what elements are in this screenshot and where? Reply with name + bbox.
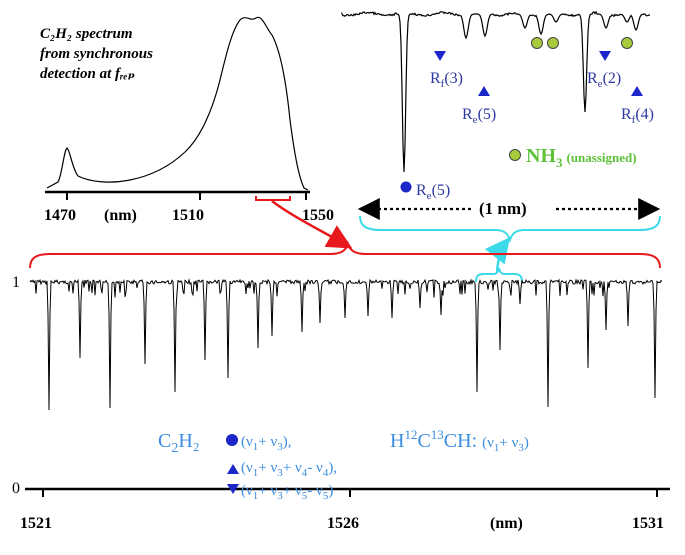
main-tick-label-1521: 1521: [20, 515, 52, 532]
main-tick-label-1531: 1531: [632, 515, 664, 532]
label-re5: Re(5): [462, 106, 496, 126]
inset-tick-label-1470: 1470: [44, 207, 76, 224]
marker-rf4: [631, 86, 643, 96]
inset-red-bracket: [255, 196, 291, 201]
inset-tick-label-1510: 1510: [172, 207, 204, 224]
label-rf3: Rf(3): [430, 70, 463, 90]
marker-re5: [478, 86, 490, 96]
label-re2: Re(2): [587, 70, 621, 90]
svg-text:C₂H₂ spectrum from synch: C₂H₂ spectrum from synchronous detection…: [40, 26, 157, 82]
cyan-brace-top: [359, 215, 661, 244]
zoom-spectrum-curve: [341, 10, 651, 173]
legend-circle-icon: [226, 434, 238, 446]
legend-triangle-up-icon: [227, 464, 239, 474]
inset-title-line2: from synchronous: [40, 46, 153, 62]
marker-nh3-2: [547, 37, 559, 49]
red-brace-main: [29, 240, 661, 269]
legend-triangle-down-icon: [227, 484, 239, 494]
marker-re2: [599, 51, 611, 61]
legend-isotopologue: H12C13CH: (ν1+ ν3): [390, 427, 529, 454]
y-tick-label-1: 1: [12, 274, 20, 291]
zoom-spectrum: Rf(3) Re(5) Re(2) Rf(4) Re(5) NH3 (unassi…: [341, 10, 661, 244]
legend-band-3: (ν1+ ν3+ ν5- ν5): [241, 483, 333, 502]
inset-unit-label: (nm): [104, 207, 137, 224]
nh3-label: NH3 (unassigned): [526, 145, 637, 170]
inset-title-line3: detection at fᵣₑₚ: [40, 66, 135, 82]
marker-re5-circle: [400, 181, 412, 193]
main-unit-label: (nm): [490, 515, 523, 532]
label-re5-circle: Re(5): [416, 182, 450, 202]
inset-title-line1: C₂H₂ spectrum: [40, 26, 133, 42]
marker-nh3-1: [531, 37, 543, 49]
legend-c2h2: C2H₂: [158, 430, 200, 456]
marker-nh3-3: [621, 37, 633, 49]
inset-spectrum: C₂H₂ spectrum from synchronous detection…: [40, 16, 334, 224]
y-tick-label-0: 0: [12, 480, 20, 497]
marker-rf3: [434, 51, 446, 61]
main-tick-label-1526: 1526: [327, 515, 359, 532]
band-legend: C2H₂ (ν1+ ν3), (ν1+ ν3+ ν4- ν4), (ν1+ ν3…: [158, 427, 529, 502]
cyan-zoom-arrow: [484, 237, 511, 273]
legend-band-2: (ν1+ ν3+ ν4- ν4),: [241, 460, 337, 479]
nh3-legend-dot: [509, 149, 521, 161]
main-spectrum: 1 0 1521 1526 (nm) 1531: [12, 240, 670, 532]
label-rf4: Rf(4): [621, 106, 654, 126]
main-spectrum-curve: [29, 278, 663, 411]
cyan-brace-small: [475, 267, 523, 283]
red-zoom-arrow: [271, 200, 353, 249]
scale-label: (1 nm): [479, 199, 527, 218]
inset-tick-label-1550: 1550: [302, 207, 334, 224]
legend-band-1: (ν1+ ν3),: [241, 434, 292, 453]
inset-spectrum-curve: [46, 16, 309, 191]
